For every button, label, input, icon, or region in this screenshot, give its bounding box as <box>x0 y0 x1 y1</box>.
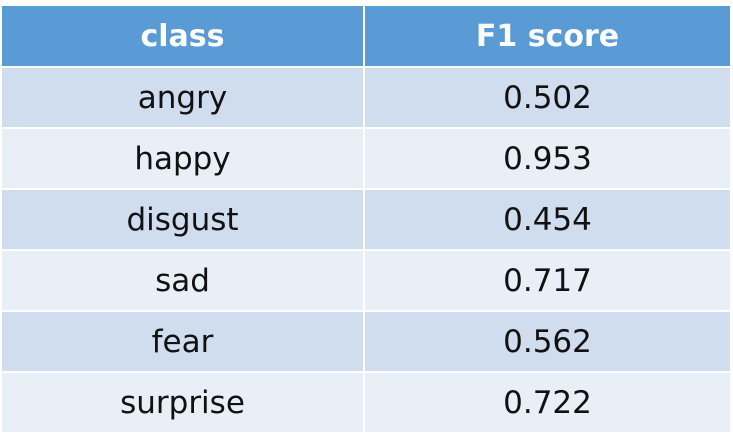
table-row: disgust 0.454 <box>0 188 732 251</box>
cell-f1-score: 0.502 <box>363 66 732 129</box>
cell-f1-score: 0.953 <box>363 127 732 190</box>
table-row: surprise 0.722 <box>0 371 732 434</box>
table-row: fear 0.562 <box>0 310 732 373</box>
cell-class: disgust <box>0 188 365 251</box>
cell-class: sad <box>0 249 365 312</box>
cell-f1-score: 0.454 <box>363 188 732 251</box>
cell-f1-score: 0.562 <box>363 310 732 373</box>
header-f1-score: F1 score <box>363 4 732 68</box>
cell-class: fear <box>0 310 365 373</box>
cell-class: angry <box>0 66 365 129</box>
f1-score-table: class F1 score angry 0.502 happy 0.953 d… <box>0 4 732 434</box>
table-row: sad 0.717 <box>0 249 732 312</box>
table-row: happy 0.953 <box>0 127 732 190</box>
cell-f1-score: 0.717 <box>363 249 732 312</box>
header-class: class <box>0 4 365 68</box>
cell-class: surprise <box>0 371 365 434</box>
f1-score-table-container: class F1 score angry 0.502 happy 0.953 d… <box>0 4 732 434</box>
cell-class: happy <box>0 127 365 190</box>
table-row: angry 0.502 <box>0 66 732 129</box>
table-header-row: class F1 score <box>0 4 732 68</box>
cell-f1-score: 0.722 <box>363 371 732 434</box>
